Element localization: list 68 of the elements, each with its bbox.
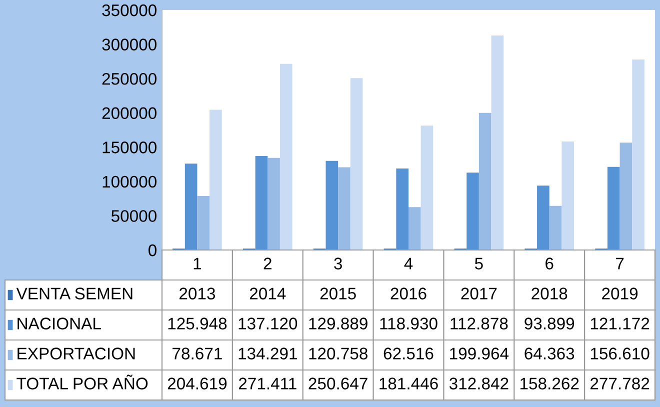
bar [549,206,562,250]
legend-label: VENTA SEMEN [16,288,132,300]
legend-label: TOTAL POR AÑO [16,374,148,390]
data-label: 312.842 [449,378,508,390]
data-label: 271.411 [238,378,296,390]
y-tick-label: 300000 [102,38,156,50]
data-label: 129.889 [309,318,368,330]
x-tick-label: 4 [404,258,413,270]
bar [491,35,504,250]
x-tick-label: 3 [334,258,342,270]
legend-label: NACIONAL [18,318,101,330]
data-label: 62.516 [384,348,434,360]
data-label: 118.930 [380,318,438,330]
data-label: 2017 [461,288,497,300]
x-tick-label: 1 [194,258,202,270]
bar [632,60,644,250]
y-tick-label: 200000 [102,107,156,120]
data-label: 2016 [390,288,426,300]
bar [408,207,421,250]
data-label: 199.964 [450,348,509,360]
data-label: 2015 [320,288,356,300]
data-label: 78.671 [172,348,222,360]
data-label: 2018 [532,288,568,300]
bar [396,168,408,250]
x-tick-label: 5 [474,258,483,270]
data-label: 204.619 [168,378,227,390]
y-tick-label: 150000 [102,142,156,154]
x-tick-label: 6 [546,258,554,270]
data-label: 64.363 [524,348,574,360]
data-label: 2014 [250,288,286,300]
bar [350,78,363,250]
data-label: 120.758 [309,348,368,360]
data-label: 277.782 [590,378,650,390]
data-label: 158.262 [520,378,579,390]
bar [338,167,350,250]
data-label: 2013 [180,288,216,300]
bar [184,164,198,250]
bar [326,160,338,250]
y-tick-label: 0 [148,244,156,256]
bar [620,142,632,250]
data-label: 93.899 [524,318,574,330]
bar [197,196,210,250]
data-label: 121.172 [590,318,650,330]
bar [478,112,492,250]
data-label: 125.948 [168,318,227,330]
data-label: 112.878 [450,318,508,330]
data-label: 2019 [602,288,638,300]
y-tick-label: 250000 [102,72,156,85]
bar [280,64,292,250]
x-tick-label: 2 [264,258,272,270]
bar [466,172,479,250]
data-label: 134.291 [238,348,297,360]
bar [255,156,268,250]
bar [537,186,550,250]
data-label: 250.647 [308,378,368,390]
data-label: 156.610 [590,348,650,360]
x-tick-label: 7 [616,258,624,270]
bar [562,141,574,250]
data-label: 137.120 [238,318,298,330]
bar [607,166,620,250]
legend-label: EXPORTACION [18,348,135,360]
bar [268,158,280,250]
y-tick-label: 350000 [102,4,156,16]
y-tick-label: 100000 [102,176,156,188]
bar [210,110,222,250]
bar [420,126,434,250]
y-tick-label: 50000 [111,210,156,222]
data-label: 181.446 [380,378,438,390]
